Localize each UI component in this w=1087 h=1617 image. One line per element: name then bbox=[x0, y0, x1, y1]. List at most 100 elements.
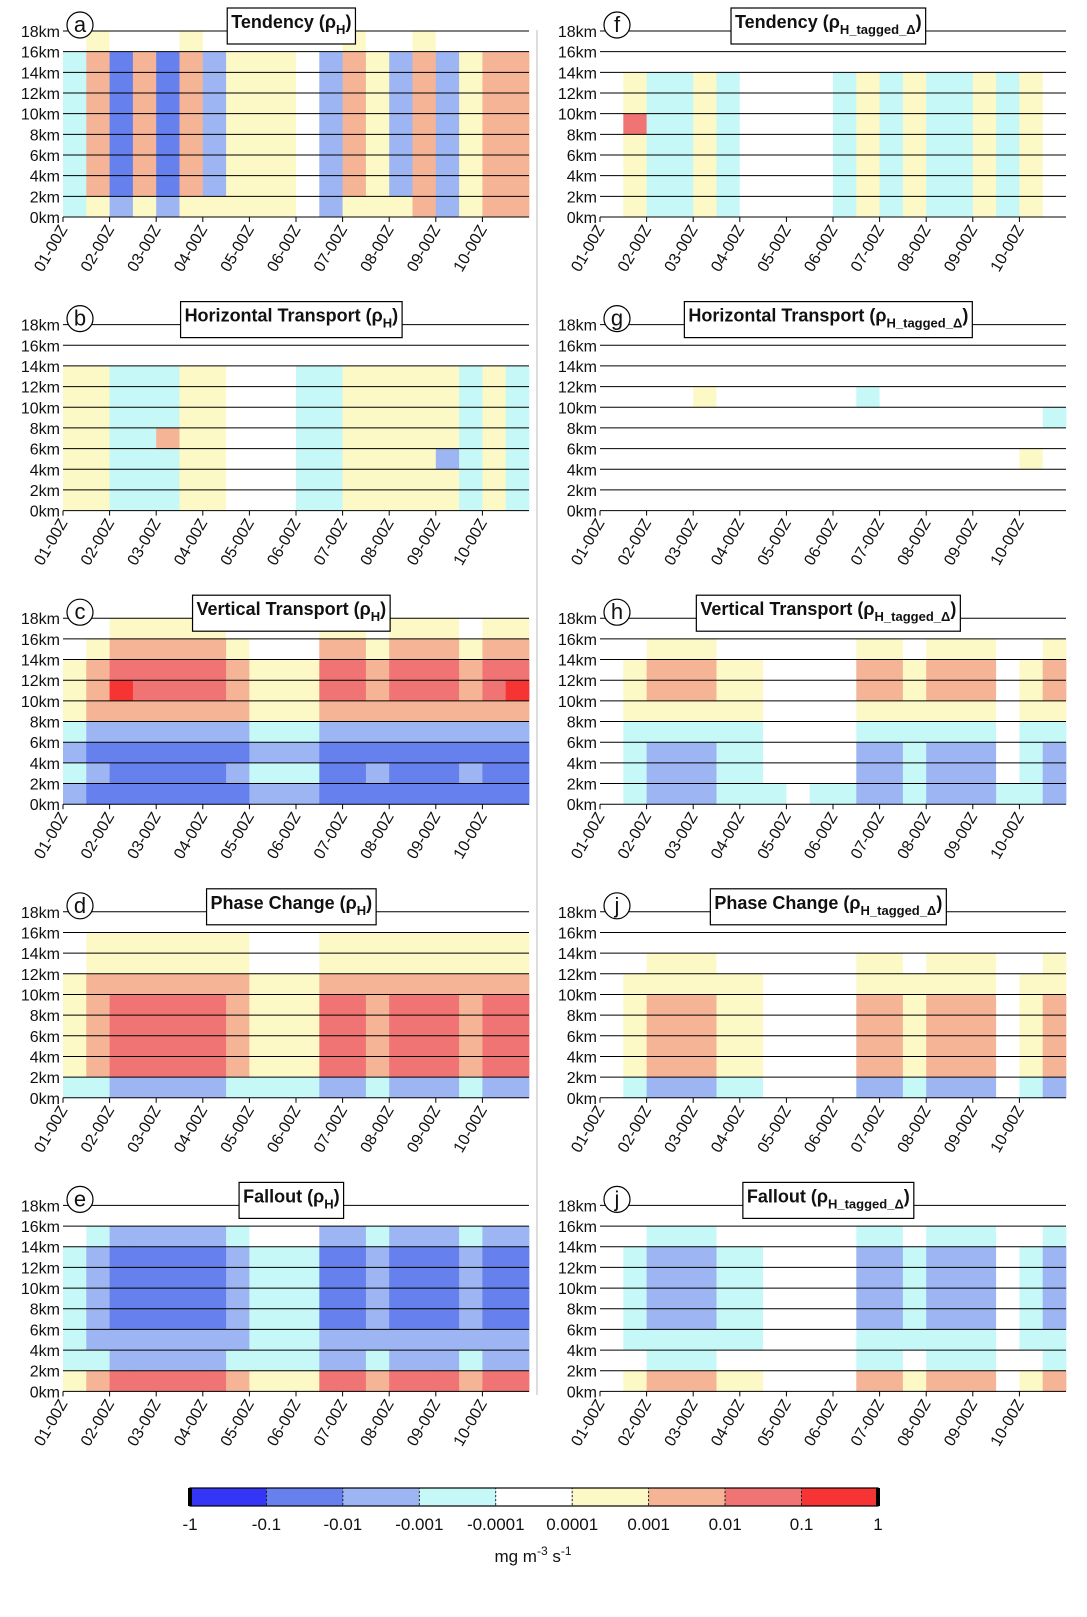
y-tick-label: 4km bbox=[30, 169, 60, 186]
cell bbox=[716, 783, 741, 805]
cell bbox=[949, 1308, 974, 1330]
cell bbox=[63, 742, 87, 764]
cell bbox=[972, 1035, 997, 1057]
cell bbox=[249, 1226, 274, 1248]
x-tick-label: 10-00Z bbox=[451, 516, 491, 569]
cell bbox=[505, 155, 530, 177]
cell bbox=[179, 680, 204, 702]
title-part: ) bbox=[366, 893, 372, 913]
x-tick-label: 04-00Z bbox=[708, 516, 748, 569]
cell bbox=[249, 196, 274, 218]
cell bbox=[249, 1246, 274, 1268]
cell bbox=[272, 427, 297, 449]
cell bbox=[669, 783, 694, 805]
cell bbox=[693, 1226, 717, 1248]
cell bbox=[856, 155, 880, 177]
cell bbox=[926, 155, 950, 177]
cell bbox=[296, 1246, 320, 1268]
cell bbox=[972, 1370, 997, 1392]
cell bbox=[856, 448, 880, 470]
cell bbox=[132, 994, 157, 1016]
cell bbox=[623, 469, 647, 491]
x-tick-label: 09-00Z bbox=[404, 516, 444, 569]
cell bbox=[132, 1077, 157, 1099]
cell bbox=[132, 93, 157, 115]
cell bbox=[1019, 31, 1044, 53]
cell bbox=[996, 448, 1020, 470]
cell bbox=[179, 721, 204, 743]
cell bbox=[365, 489, 390, 511]
cell bbox=[926, 1226, 950, 1248]
cell bbox=[202, 953, 227, 975]
cell bbox=[389, 973, 413, 995]
x-tick-label: 02-00Z bbox=[615, 1397, 655, 1450]
x-tick-label: 03-00Z bbox=[662, 1397, 702, 1450]
cell bbox=[86, 448, 110, 470]
cell bbox=[86, 155, 110, 177]
cell bbox=[716, 953, 741, 975]
cell bbox=[132, 911, 157, 933]
cell bbox=[600, 386, 624, 408]
cell bbox=[600, 1350, 624, 1372]
cell bbox=[996, 1077, 1020, 1099]
cell bbox=[669, 72, 694, 94]
cell bbox=[296, 1267, 320, 1289]
cell bbox=[972, 953, 997, 975]
cell bbox=[600, 134, 624, 156]
cell bbox=[996, 932, 1020, 954]
cell bbox=[716, 1246, 741, 1268]
cell bbox=[435, 489, 460, 511]
cell bbox=[1042, 762, 1067, 784]
cell bbox=[902, 994, 927, 1016]
title-part: H_tagged_Δ bbox=[887, 316, 963, 331]
cell bbox=[412, 994, 437, 1016]
cell bbox=[226, 721, 250, 743]
cell bbox=[459, 1077, 483, 1099]
cell bbox=[763, 113, 787, 135]
cell bbox=[600, 700, 624, 722]
cell bbox=[272, 638, 297, 660]
cell bbox=[412, 469, 437, 491]
cell bbox=[763, 700, 787, 722]
cell bbox=[435, 1329, 460, 1351]
cell bbox=[272, 469, 297, 491]
cell bbox=[949, 932, 974, 954]
cell bbox=[716, 932, 741, 954]
x-tick-label: 04-00Z bbox=[171, 810, 211, 863]
cell bbox=[226, 994, 250, 1016]
cell bbox=[412, 680, 437, 702]
cell bbox=[669, 1077, 694, 1099]
cell bbox=[1042, 1205, 1067, 1227]
cell bbox=[156, 721, 180, 743]
x-tick-label: 04-00Z bbox=[171, 516, 211, 569]
cell bbox=[996, 196, 1020, 218]
cell bbox=[435, 721, 460, 743]
cell bbox=[482, 72, 507, 94]
cell bbox=[435, 113, 460, 135]
cell bbox=[109, 783, 134, 805]
cell bbox=[296, 489, 320, 511]
cell bbox=[202, 1288, 227, 1310]
cell bbox=[996, 365, 1020, 387]
cell bbox=[1019, 1077, 1044, 1099]
cell bbox=[623, 72, 647, 94]
cell bbox=[389, 1035, 413, 1057]
cell bbox=[716, 1308, 741, 1330]
cell bbox=[482, 783, 507, 805]
cell bbox=[435, 1056, 460, 1078]
cell bbox=[272, 659, 297, 681]
cell bbox=[786, 345, 811, 367]
cell bbox=[389, 721, 413, 743]
cell bbox=[226, 783, 250, 805]
cell bbox=[435, 365, 460, 387]
cell bbox=[739, 345, 764, 367]
cell bbox=[179, 1350, 204, 1372]
cell bbox=[459, 1226, 483, 1248]
cell bbox=[272, 1077, 297, 1099]
cell bbox=[272, 386, 297, 408]
cell bbox=[365, 1370, 390, 1392]
cell bbox=[342, 196, 367, 218]
cell bbox=[786, 932, 811, 954]
cell bbox=[926, 1035, 950, 1057]
cell bbox=[856, 762, 880, 784]
